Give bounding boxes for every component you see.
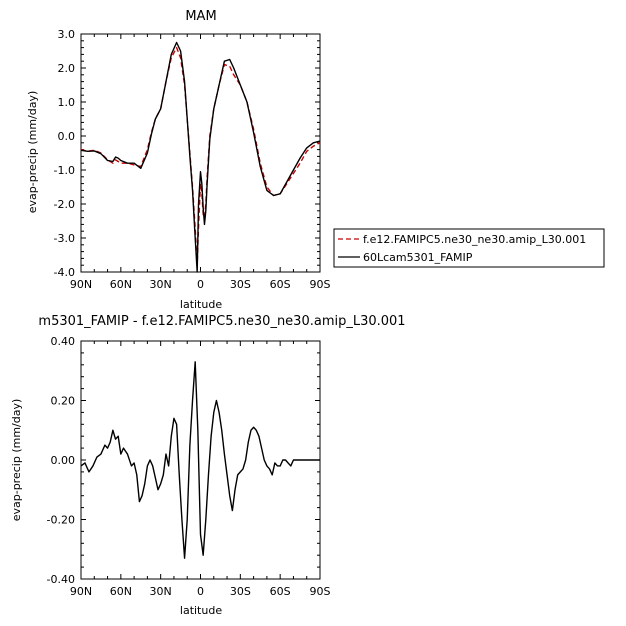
top-plot-area: 90N 60N 30N 0 30S 60S 90S 3.0 2.0 1.0 0.0 -1.0 -2.0 -…: [54, 28, 331, 291]
top-y-tick-label: 0.0: [58, 130, 76, 143]
top-chart-title: MAM: [185, 9, 216, 24]
legend-box: [333, 228, 605, 268]
bottom-y-tick-label: 0.40: [51, 335, 76, 348]
bottom-y-axis-label: evap-precip (mm/day): [10, 399, 23, 522]
bottom-x-tick-label: 90N: [70, 585, 92, 598]
top-plot-frame: [80, 33, 321, 273]
bottom-y-tick-label: -0.20: [47, 514, 75, 527]
bottom-x-tick-label: 60N: [110, 585, 132, 598]
top-y-tick-label: -3.0: [54, 232, 75, 245]
top-x-tick-label: 60N: [110, 278, 132, 291]
legend: f.e12.FAMIPC5.ne30_ne30.amip_L30.001 60L…: [333, 228, 605, 268]
top-y-tick-label: -4.0: [54, 266, 75, 279]
bottom-plot-area: 90N 60N 30N 0 30S 60S 90S 0.40 0.20 0.00 -0.20 -0.4…: [47, 335, 331, 598]
top-x-tick-label: 60S: [270, 278, 291, 291]
top-chart-panel: MAM 90N 60N 30N 0 30S 60S 90S 3.0 2.0 1.0 0.0 -1.0 -…: [26, 9, 331, 311]
top-x-tick-label: 90S: [310, 278, 331, 291]
top-y-tick-label: 3.0: [58, 28, 76, 41]
bottom-x-tick-label: 30N: [150, 585, 172, 598]
top-x-tick-label: 0: [197, 278, 204, 291]
legend-label-series-2: 60Lcam5301_FAMIP: [363, 251, 473, 264]
bottom-y-tick-label: -0.40: [47, 573, 75, 586]
top-y-tick-label: -2.0: [54, 198, 75, 211]
top-series-line-2: [80, 41, 321, 273]
top-y-tick-label: -1.0: [54, 164, 75, 177]
bottom-chart-panel: m5301_FAMIP - f.e12.FAMIPC5.ne30_ne30.am…: [10, 314, 406, 617]
bottom-y-tick-label: 0.20: [51, 395, 76, 408]
bottom-x-axis-label: latitude: [180, 604, 222, 617]
bottom-chart-title: m5301_FAMIP - f.e12.FAMIPC5.ne30_ne30.am…: [38, 314, 405, 329]
bottom-x-tick-label: 60S: [270, 585, 291, 598]
top-y-axis-label: evap-precip (mm/day): [26, 91, 39, 214]
top-x-axis-label: latitude: [180, 298, 222, 311]
top-series-line-1: [80, 46, 321, 266]
bottom-x-tick-label: 0: [197, 585, 204, 598]
top-y-tick-label: 1.0: [58, 96, 76, 109]
top-x-tick-label: 90N: [70, 278, 92, 291]
bottom-y-tick-label: 0.00: [51, 454, 76, 467]
legend-label-series-1: f.e12.FAMIPC5.ne30_ne30.amip_L30.001: [363, 233, 586, 246]
top-y-tick-label: 2.0: [58, 62, 76, 75]
top-x-tick-label: 30N: [150, 278, 172, 291]
top-x-tick-label: 30S: [230, 278, 251, 291]
bottom-series-line-1: [80, 361, 320, 559]
bottom-x-tick-label: 30S: [230, 585, 251, 598]
bottom-x-tick-label: 90S: [310, 585, 331, 598]
